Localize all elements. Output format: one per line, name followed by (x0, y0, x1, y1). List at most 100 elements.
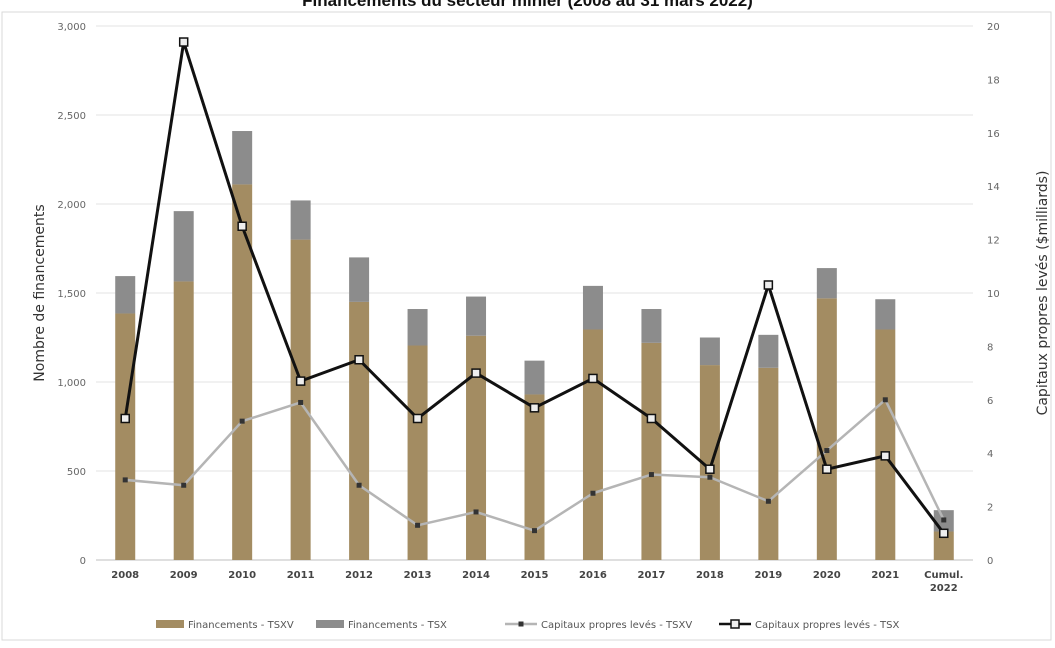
bar (524, 360, 545, 395)
legend-label: Capitaux propres levés - TSXV (541, 619, 692, 631)
y2-tick-label: 12 (987, 236, 1000, 247)
bar (232, 131, 253, 185)
point (181, 482, 187, 488)
point (354, 355, 364, 365)
point (648, 472, 654, 478)
point (122, 477, 128, 483)
point (295, 376, 306, 386)
bar (816, 298, 837, 560)
y-tick-label: 1,000 (57, 378, 86, 389)
y2-tick-label: 4 (987, 449, 993, 460)
bar (466, 335, 487, 560)
point (822, 464, 832, 474)
bar (407, 309, 428, 346)
point (529, 403, 540, 413)
x-tick-label: 2019 (754, 570, 782, 581)
point (473, 509, 479, 515)
bar (115, 276, 136, 314)
x-tick-label: 2015 (521, 570, 549, 581)
point (880, 451, 891, 461)
bar (232, 184, 253, 561)
y2-axis-title: Capitaux propres levés ($milliards) (1035, 171, 1051, 416)
point (178, 37, 189, 47)
bar (875, 329, 896, 560)
y2-tick-label: 0 (987, 556, 993, 567)
point (412, 413, 423, 424)
y2-tick-label: 8 (987, 342, 993, 353)
bar (290, 239, 311, 560)
point (588, 373, 598, 384)
chart-title: Financements du secteur minier (2008 au … (302, 0, 753, 10)
x-tick-label: 2012 (345, 570, 373, 581)
y2-tick-label: 14 (987, 182, 1000, 193)
bar (349, 301, 370, 560)
y-tick-label: 1,500 (57, 289, 86, 300)
lines (120, 37, 949, 539)
point (471, 368, 481, 378)
bar (933, 531, 954, 560)
point (298, 399, 304, 405)
y2-tick-label: 6 (987, 396, 993, 407)
x-tick-label: Cumul. 2022 (924, 570, 963, 594)
bar (582, 329, 603, 560)
chart-frame (1, 11, 1052, 641)
bar (582, 285, 603, 330)
point (705, 464, 715, 474)
point (941, 517, 947, 523)
bar (758, 334, 779, 368)
point (239, 418, 245, 424)
point (707, 474, 713, 480)
legend-swatch (316, 620, 344, 628)
y-tick-label: 2,000 (57, 200, 86, 211)
x-tick-label: 2018 (696, 570, 724, 581)
bar (466, 296, 487, 336)
legend-marker (518, 621, 524, 627)
y-tick-label: 500 (67, 467, 86, 478)
bar (115, 313, 136, 560)
bar (699, 337, 720, 366)
x-tick-label: 2010 (228, 570, 256, 581)
bar (349, 257, 370, 302)
point (415, 522, 421, 528)
point (824, 448, 830, 454)
y2-tick-label: 2 (987, 503, 993, 514)
bar (699, 365, 720, 560)
x-tick-label: 2017 (638, 570, 666, 581)
point (765, 498, 771, 504)
legend-label: Capitaux propres levés - TSX (755, 619, 899, 631)
bar (407, 345, 428, 560)
axes: 0 500 1,000 1,500 2,000 2,500 3,000 0 2 4 6 8 10 12 14… (32, 22, 1051, 594)
bar (173, 281, 194, 560)
y-axis-title: Nombre de financements (32, 204, 48, 381)
y2-tick-label: 18 (987, 75, 1000, 86)
bar (173, 211, 194, 282)
y2-tick-label: 20 (987, 22, 1000, 33)
point (939, 528, 949, 539)
point (532, 528, 537, 534)
x-tick-label: 2020 (813, 570, 841, 581)
legend-label: Financements - TSXV (188, 620, 294, 631)
x-tick-label: 2021 (871, 570, 899, 581)
bar (641, 342, 662, 560)
point (763, 280, 774, 290)
point (120, 413, 130, 424)
bar (875, 299, 896, 330)
y-tick-label: 2,500 (57, 111, 86, 122)
point (356, 482, 362, 488)
bar (524, 394, 545, 560)
legend: Financements - TSXV Financements - TSX Cap… (156, 619, 899, 631)
y2-tick-label: 16 (987, 129, 1000, 140)
bars (115, 131, 954, 561)
bar (290, 200, 311, 240)
y-tick-label: 0 (80, 556, 86, 567)
point (590, 490, 596, 496)
legend-marker (730, 619, 740, 629)
bar (816, 268, 837, 299)
bar (641, 309, 662, 343)
point (237, 221, 247, 231)
x-tick-label: 2008 (111, 570, 139, 581)
legend-swatch (156, 620, 184, 628)
y-tick-label: 3,000 (57, 22, 86, 33)
x-tick-label: 2013 (404, 570, 432, 581)
